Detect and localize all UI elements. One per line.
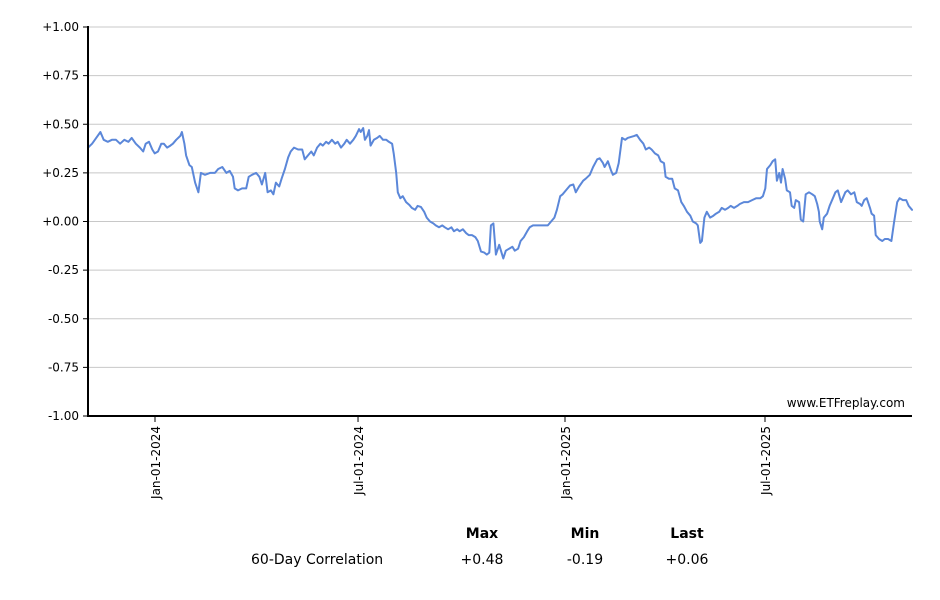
y-tick-label: -0.50 xyxy=(48,312,79,326)
correlation-chart: +1.00 +0.75 +0.50 +0.25 +0.00 -0.25 -0.50 -0.75… xyxy=(42,20,913,500)
y-tick-label: -0.25 xyxy=(48,263,79,277)
x-tick-label: Jan-01-2024 xyxy=(149,426,163,500)
stats-header-last: Last xyxy=(670,526,704,542)
watermark-text: www.ETFreplay.com xyxy=(787,396,905,410)
y-tick-label: +0.00 xyxy=(42,215,79,229)
stats-min-value: -0.19 xyxy=(566,552,604,568)
y-tick-label: +0.50 xyxy=(42,117,79,131)
stats-row-label: 60-Day Correlation xyxy=(251,552,384,568)
stats-last-value: +0.06 xyxy=(665,552,709,568)
y-tick-label: +1.00 xyxy=(42,20,79,34)
y-tick-label: +0.75 xyxy=(42,69,79,83)
stats-header-min: Min xyxy=(570,526,600,542)
x-tick-label: Jul-01-2024 xyxy=(352,426,366,496)
y-tick-label: +0.25 xyxy=(42,166,79,180)
y-tick-label: -0.75 xyxy=(48,360,79,374)
correlation-line xyxy=(87,127,913,260)
x-tick-label: Jan-01-2025 xyxy=(559,426,573,500)
stats-header-max: Max xyxy=(465,526,499,542)
x-tick-label: Jul-01-2025 xyxy=(759,426,773,496)
y-tick-label: -1.00 xyxy=(48,409,79,423)
stats-max-value: +0.48 xyxy=(460,552,504,568)
